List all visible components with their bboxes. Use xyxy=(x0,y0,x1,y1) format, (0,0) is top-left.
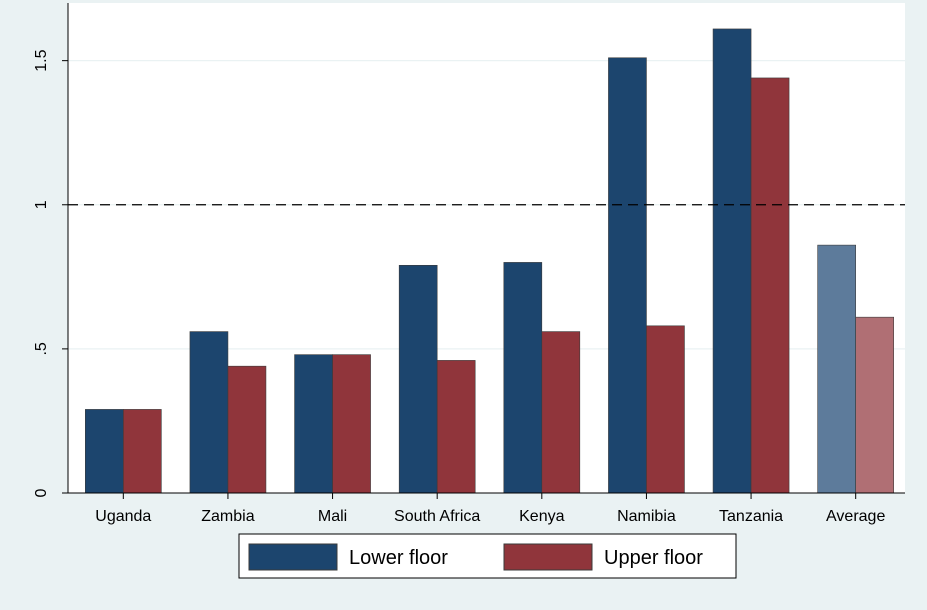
bar-upper-floor-south-africa xyxy=(436,360,476,494)
bar-upper-floor-tanzania xyxy=(750,77,790,494)
axes: 0 .5 1 1.5 Uganda Zambia Mali South Africa Kenya… xyxy=(33,3,905,525)
y-tick-label: 1.5 xyxy=(33,49,50,71)
bar-upper-floor-zambia xyxy=(227,365,267,494)
bar-lower-floor-kenya xyxy=(503,262,543,494)
y-tick-label: .5 xyxy=(33,342,50,355)
bar-lower-floor-namibia xyxy=(608,57,647,494)
x-tick-label: Kenya xyxy=(519,508,564,525)
legend-label-lower-floor: Lower floor xyxy=(349,547,448,569)
x-tick-label: Zambia xyxy=(201,508,254,525)
bars xyxy=(85,28,894,494)
x-tick-label: Uganda xyxy=(95,508,151,525)
bar-lower-floor-tanzania xyxy=(712,28,752,494)
bar-lower-floor-uganda xyxy=(85,409,124,494)
bar-upper-floor-kenya xyxy=(541,331,581,494)
x-tick-label: Tanzania xyxy=(719,508,783,525)
bar-upper-floor-uganda xyxy=(123,409,162,494)
legend: Lower floor Upper floor xyxy=(238,533,737,579)
x-tick-label: Mali xyxy=(318,508,347,525)
legend-swatch-lower-floor xyxy=(248,543,338,571)
bar-upper-floor-mali xyxy=(332,354,371,494)
legend-label-upper-floor: Upper floor xyxy=(604,547,703,569)
y-tick-label: 1 xyxy=(33,200,50,209)
x-tick-label: South Africa xyxy=(394,508,480,525)
y-tick-label: 0 xyxy=(33,488,50,497)
bar-lower-floor-south-africa xyxy=(398,264,438,494)
bar-upper-floor-namibia xyxy=(646,325,685,494)
bar-lower-floor-average xyxy=(817,244,856,494)
x-tick-label: Namibia xyxy=(617,508,676,525)
legend-swatch-upper-floor xyxy=(503,543,593,571)
x-tick-label: Average xyxy=(826,508,885,525)
bar-lower-floor-mali xyxy=(294,354,333,494)
bar-lower-floor-zambia xyxy=(189,331,229,494)
bar-upper-floor-average xyxy=(855,316,894,494)
